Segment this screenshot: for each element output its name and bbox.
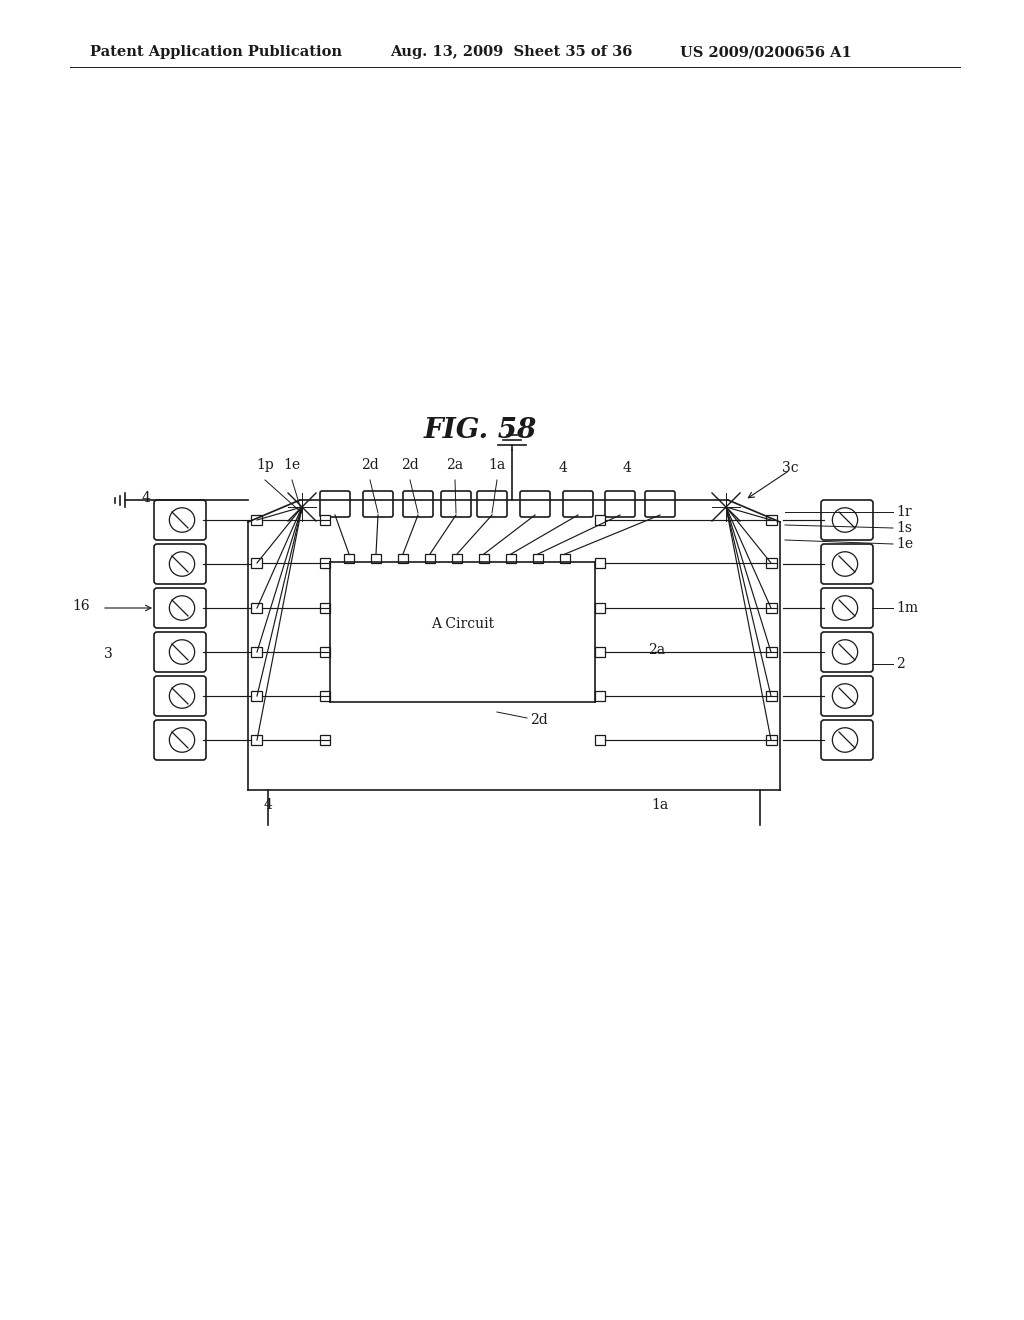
Bar (595, 690, 605, 701)
Bar (319, 515, 330, 525)
Bar (251, 515, 262, 525)
Bar (766, 647, 777, 657)
Text: 2d: 2d (530, 713, 548, 727)
Bar (251, 690, 262, 701)
Text: 2d: 2d (401, 458, 419, 473)
Bar (534, 554, 543, 564)
Text: FIG. 58: FIG. 58 (423, 417, 537, 444)
FancyBboxPatch shape (154, 676, 206, 715)
Ellipse shape (169, 508, 195, 532)
Bar (319, 735, 330, 744)
Ellipse shape (169, 727, 195, 752)
Text: 3: 3 (104, 647, 113, 661)
FancyBboxPatch shape (403, 491, 433, 517)
Bar (560, 554, 570, 564)
FancyBboxPatch shape (362, 491, 393, 517)
Bar (251, 735, 262, 744)
FancyBboxPatch shape (821, 632, 873, 672)
Bar (506, 554, 516, 564)
Text: 4: 4 (141, 491, 150, 506)
Ellipse shape (833, 508, 858, 532)
FancyBboxPatch shape (821, 676, 873, 715)
FancyBboxPatch shape (520, 491, 550, 517)
Ellipse shape (169, 640, 195, 664)
FancyBboxPatch shape (821, 587, 873, 628)
FancyBboxPatch shape (154, 632, 206, 672)
FancyBboxPatch shape (319, 491, 350, 517)
FancyBboxPatch shape (154, 544, 206, 583)
Ellipse shape (833, 552, 858, 577)
Text: US 2009/0200656 A1: US 2009/0200656 A1 (680, 45, 852, 59)
Text: 2: 2 (896, 657, 905, 671)
Ellipse shape (833, 727, 858, 752)
FancyBboxPatch shape (605, 491, 635, 517)
Bar (319, 647, 330, 657)
Text: 1a: 1a (488, 458, 506, 473)
Text: 2d: 2d (361, 458, 379, 473)
FancyBboxPatch shape (821, 500, 873, 540)
Bar (766, 603, 777, 612)
Text: 2a: 2a (648, 643, 666, 657)
Ellipse shape (833, 640, 858, 664)
Text: 1a: 1a (651, 799, 669, 812)
Text: 1e: 1e (896, 537, 913, 550)
Text: Aug. 13, 2009  Sheet 35 of 36: Aug. 13, 2009 Sheet 35 of 36 (390, 45, 633, 59)
FancyBboxPatch shape (477, 491, 507, 517)
FancyBboxPatch shape (154, 500, 206, 540)
FancyBboxPatch shape (154, 587, 206, 628)
Bar (766, 735, 777, 744)
Ellipse shape (169, 552, 195, 577)
Bar (344, 554, 354, 564)
Bar (766, 690, 777, 701)
Ellipse shape (833, 684, 858, 709)
Bar (251, 558, 262, 568)
Ellipse shape (169, 595, 195, 620)
FancyBboxPatch shape (154, 719, 206, 760)
Bar (452, 554, 462, 564)
Bar (595, 558, 605, 568)
Text: 4: 4 (558, 461, 567, 475)
Bar (319, 690, 330, 701)
FancyBboxPatch shape (821, 544, 873, 583)
Text: 1s: 1s (896, 521, 912, 535)
Text: Patent Application Publication: Patent Application Publication (90, 45, 342, 59)
Bar (319, 558, 330, 568)
Bar (425, 554, 435, 564)
Bar (766, 558, 777, 568)
Text: 2a: 2a (446, 458, 464, 473)
Ellipse shape (833, 595, 858, 620)
FancyBboxPatch shape (821, 719, 873, 760)
Text: 4: 4 (263, 799, 272, 812)
Bar (595, 603, 605, 612)
Ellipse shape (169, 684, 195, 709)
FancyBboxPatch shape (563, 491, 593, 517)
Bar (479, 554, 489, 564)
Bar (595, 647, 605, 657)
Bar (398, 554, 408, 564)
Bar (319, 603, 330, 612)
Bar (251, 647, 262, 657)
Text: A Circuit: A Circuit (431, 616, 494, 631)
Bar (251, 603, 262, 612)
Bar (595, 515, 605, 525)
FancyBboxPatch shape (441, 491, 471, 517)
Text: 1e: 1e (284, 458, 301, 473)
FancyBboxPatch shape (645, 491, 675, 517)
Text: 4: 4 (623, 461, 632, 475)
Text: 1p: 1p (256, 458, 273, 473)
Text: 16: 16 (73, 599, 90, 612)
Text: 3c: 3c (782, 461, 799, 475)
Text: 1r: 1r (896, 506, 911, 519)
Bar (595, 735, 605, 744)
Text: 1m: 1m (896, 601, 919, 615)
Bar (371, 554, 381, 564)
Bar (766, 515, 777, 525)
